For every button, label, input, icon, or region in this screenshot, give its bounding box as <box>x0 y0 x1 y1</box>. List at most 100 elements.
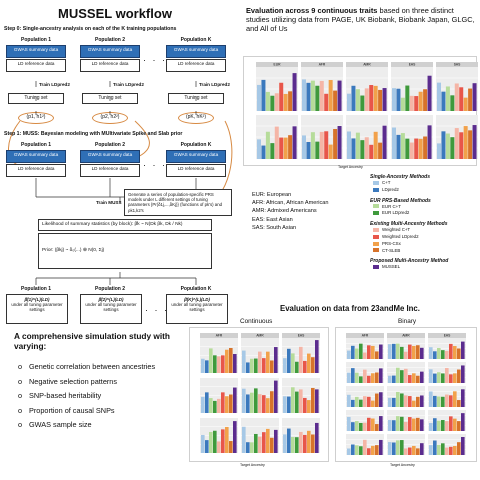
bin-chart-r3-f2-bar <box>453 418 457 431</box>
step1-pop-k-label: Population K <box>180 142 212 148</box>
bin-chart-r2-f2-bar <box>453 391 457 407</box>
top-bar-chart-svg: EUR AFR AMR EAS SAS <box>256 62 478 159</box>
eval-top-title-rest: based on three distinct studies utilizin… <box>246 6 475 33</box>
top-chart-r1-f3-strip-label: EAS <box>409 63 416 67</box>
cont-chart-r0-f0-strip <box>200 333 238 338</box>
top-chart-r2-f4-bar <box>437 143 441 159</box>
bin-chart-r4-f0-bar <box>355 445 359 455</box>
top-chart-r2-f0-bar <box>288 135 293 159</box>
step1-ld-box-2: LD reference data <box>80 164 140 177</box>
cont-chart-r1-f0-bar <box>213 400 217 413</box>
bin-chart-r3-f2-bar <box>433 418 437 431</box>
legend-swatch-2-0 <box>373 228 379 233</box>
bin-chart-r1-f2-bar <box>429 369 433 383</box>
bin-chart-r0-f2-strip-label: EAS <box>444 334 451 338</box>
binary-chart: AFR AMR EAS <box>335 327 477 462</box>
bin-chart-r1-f1-bar <box>412 373 416 383</box>
cont-chart-r2-f0-bar <box>213 430 217 453</box>
legend-swatch-0-1 <box>373 187 379 192</box>
ancestry-sas: SAS: South Asian <box>252 224 297 231</box>
bin-chart-r1-f2-bar <box>441 373 445 383</box>
bin-chart-r3-f2-bar <box>441 420 445 431</box>
step1-pop-2-label: Population 2 <box>95 142 125 148</box>
step1-label: Step 1: MUSS: Bayesian modeling with MUl… <box>4 131 183 137</box>
ancestry-amr: AMR: Admixed Americans <box>252 208 317 215</box>
step0-label: Step 0: Single-ancestry analysis on each… <box>4 26 177 32</box>
cont-chart-r0-f1-bar <box>266 351 270 373</box>
step0-pop-1-label: Population 1 <box>21 37 51 43</box>
cont-chart-r1-f0-bar <box>225 396 229 413</box>
top-chart-r2-f1-bar <box>315 141 320 159</box>
top-chart-r2-f3-bar <box>423 136 428 159</box>
bin-chart-r3-f0-bar <box>371 418 375 431</box>
bin-chart-r0-f1-bar <box>404 351 408 359</box>
legend-label-0-1: LDpred2 <box>382 186 399 192</box>
cont-chart-r2-f0-bar <box>221 429 225 453</box>
top-chart-r2-f2-bar <box>351 138 356 159</box>
cont-chart-r1-f1-bar <box>266 398 270 413</box>
bin-chart-r2-f2-bar <box>445 394 449 407</box>
top-chart-r2-f2-bar <box>369 144 374 159</box>
top-chart-r2-f1-bar <box>333 129 338 159</box>
bin-chart-r4-f2-bar <box>449 446 453 455</box>
simulation-bullet-text-4: GWAS sample size <box>29 420 92 429</box>
top-chart-r2-f0-bar <box>274 126 279 159</box>
bin-chart-r4-f2-bar <box>437 444 441 455</box>
top-chart-r2-f0-bar <box>261 145 266 159</box>
top-chart-r1-f2-bar <box>369 85 374 111</box>
top-chart-r2-f0-bar <box>279 137 284 159</box>
simulation-bullet-text-2: SNP-based heritability <box>29 391 102 400</box>
bin-chart-r2-f0-bar <box>375 393 379 407</box>
cont-chart-r2-f2-bar <box>283 434 287 453</box>
ancestry-afr: AFR: African, African American <box>252 200 329 207</box>
top-chart-r1-f3-bar <box>418 91 423 111</box>
bin-chart-r3-f2-bar <box>429 423 433 431</box>
cont-chart-r0-f1-bar <box>246 362 250 373</box>
train-muss-label: Train MUSS <box>96 200 122 205</box>
top-chart-r1-f0-strip-label: EUR <box>274 63 282 67</box>
cont-chart-r1-f2-bar <box>299 389 303 413</box>
simulation-bullet-0: o Genetic correlation between ancestries <box>18 360 155 375</box>
bin-chart-r4-f2-bar <box>457 442 461 455</box>
top-chart-r1-f2-bar <box>351 85 356 111</box>
legend-label-3-0: MUSSEL <box>382 264 401 270</box>
bin-chart-r2-f0-bar <box>347 394 351 407</box>
output-dots: · · · <box>145 305 169 315</box>
cont-chart-r0-f0-bar <box>233 354 237 373</box>
bin-chart-r3-f1-bar <box>408 417 412 431</box>
bin-chart-r4-f0-bar <box>375 445 379 455</box>
legend-group-title-2: Existing Multi-Ancestry Methods <box>370 221 448 228</box>
step0-ld-box-k: LD reference data <box>166 59 226 72</box>
legend-group-title-0: Single-Ancestry Methods <box>370 174 431 180</box>
top-chart-r2-f4-bar <box>454 128 459 159</box>
cont-chart-r2-f2-bar <box>291 436 295 453</box>
bin-chart-r2-f0-bar <box>379 392 383 407</box>
bin-chart-r0-f0-bar <box>359 343 363 359</box>
top-chart-r1-f0-bar <box>288 91 293 111</box>
cont-chart-r2-f1-bar <box>242 426 246 453</box>
top-chart-r2-f4-bar <box>459 132 464 159</box>
bin-chart-r0-f1-bar <box>396 343 400 359</box>
bin-chart-r0-f2-bar <box>441 350 445 359</box>
top-chart-r1-f4-bar <box>441 91 446 111</box>
bullet-circle-icon-2: o <box>18 391 23 400</box>
top-chart-r1-f0-bar <box>261 79 266 111</box>
top-chart-r2-f0-bar <box>265 131 270 159</box>
cont-chart-r0-f0-bar <box>217 356 221 373</box>
bin-chart-r0-f2-bar <box>445 350 449 359</box>
bin-chart-r3-f1-bar <box>412 418 416 431</box>
bin-chart-r3-f2-bar <box>437 420 441 431</box>
legend-item-1-1: EUR LDpred2 <box>373 210 478 217</box>
bin-chart-r0-f0-bar <box>355 348 359 359</box>
continuous-label: Continuous <box>240 318 273 325</box>
bin-chart-r0-f0-strip <box>346 333 384 338</box>
bin-chart-r2-f0-bar <box>355 396 359 407</box>
cont-chart-r0-f2-strip-label: EAS <box>298 334 305 338</box>
cont-chart-r0-f2-bar <box>283 358 287 373</box>
bin-chart-r3-f0-bar <box>379 416 383 431</box>
top-chart-r1-f1-bar <box>319 80 324 111</box>
bin-chart-r1-f1-bar <box>400 370 404 383</box>
cont-chart-r1-f1-bar <box>274 380 278 413</box>
cont-chart-r2-f1-bar <box>270 437 274 453</box>
top-chart-r2-f0-bar <box>257 139 261 159</box>
